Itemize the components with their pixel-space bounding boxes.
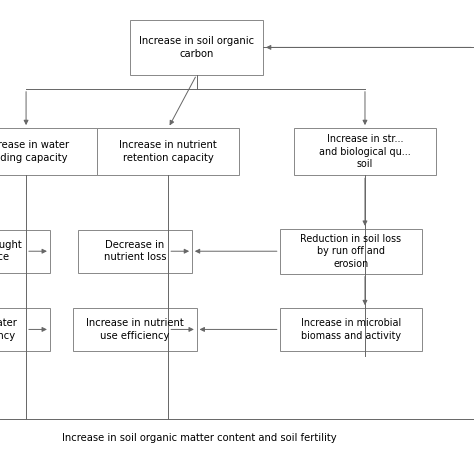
FancyBboxPatch shape xyxy=(294,128,436,175)
Text: Increase in nutrient
use efficiency: Increase in nutrient use efficiency xyxy=(86,318,184,341)
Text: Decrease in
nutrient loss: Decrease in nutrient loss xyxy=(104,240,166,263)
Text: Reduction in soil loss
by run off and
erosion: Reduction in soil loss by run off and er… xyxy=(300,234,401,269)
FancyBboxPatch shape xyxy=(0,230,50,273)
Text: n drought
ance: n drought ance xyxy=(0,240,22,263)
FancyBboxPatch shape xyxy=(78,230,192,273)
Text: Increase in microbial
biomass and activity: Increase in microbial biomass and activi… xyxy=(301,318,401,341)
Text: Increase in soil organic
carbon: Increase in soil organic carbon xyxy=(139,36,254,59)
FancyBboxPatch shape xyxy=(0,128,97,175)
FancyBboxPatch shape xyxy=(130,20,263,74)
Text: Increase in nutrient
retention capacity: Increase in nutrient retention capacity xyxy=(119,140,217,163)
FancyBboxPatch shape xyxy=(280,308,422,351)
Text: Increase in str...
and biological qu...
soil: Increase in str... and biological qu... … xyxy=(319,134,411,169)
Text: Increase in soil organic matter content and soil fertility: Increase in soil organic matter content … xyxy=(62,433,337,444)
FancyBboxPatch shape xyxy=(73,308,197,351)
FancyBboxPatch shape xyxy=(0,308,50,351)
FancyBboxPatch shape xyxy=(97,128,239,175)
Text: n water
iciency: n water iciency xyxy=(0,318,17,341)
Text: Increase in water
holding capacity: Increase in water holding capacity xyxy=(0,140,69,163)
FancyBboxPatch shape xyxy=(280,229,422,274)
